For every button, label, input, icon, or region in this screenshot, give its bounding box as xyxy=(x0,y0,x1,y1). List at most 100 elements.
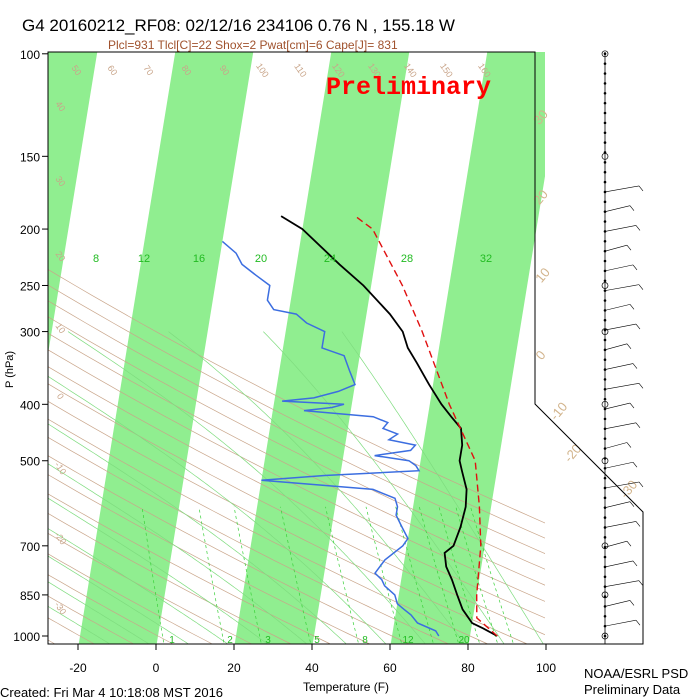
temperature-tick-label: 100 xyxy=(536,661,556,675)
wind-barb xyxy=(604,461,634,469)
wind-barb-flag xyxy=(626,244,632,251)
mixing-ratio-line xyxy=(325,506,360,644)
mixing-ratio-label: 3 xyxy=(265,635,271,646)
wind-barb-flag xyxy=(638,284,644,290)
dry-adiabat-line xyxy=(48,316,545,570)
pressure-tick-label: 700 xyxy=(20,540,40,554)
mixing-ratio-label: 12 xyxy=(138,253,150,265)
moist-adiabat-line xyxy=(48,528,229,644)
moist-adiabat-line xyxy=(48,605,111,644)
credit-label: NOAA/ESRL PSD xyxy=(584,666,688,681)
wind-barb-station xyxy=(603,348,607,352)
preliminary-watermark: Preliminary xyxy=(326,73,491,102)
wind-barb-station xyxy=(603,328,607,332)
sounding-traces xyxy=(221,215,498,637)
wind-barb-flag xyxy=(632,363,638,369)
moist-adiabat-line xyxy=(48,463,308,644)
temperature-tick-label: -20 xyxy=(69,661,87,675)
wind-barb-station xyxy=(603,536,607,539)
wind-level-marker xyxy=(601,632,609,640)
isotherm-band xyxy=(78,52,254,644)
wind-barb-station xyxy=(603,318,607,322)
isotherm-band xyxy=(48,52,98,355)
wind-barb xyxy=(604,264,634,272)
wind-barb-station xyxy=(603,72,607,75)
x-axis-label: Temperature (F) xyxy=(303,680,389,694)
preliminary-data-label: Preliminary Data xyxy=(584,682,681,697)
dry-adiabat-label: 20 xyxy=(53,249,67,263)
mixing-ratio-label: 2 xyxy=(227,635,233,646)
mixing-ratio-label: 20 xyxy=(255,253,267,265)
mixing-ratio-label: 32 xyxy=(480,253,492,265)
mixing-ratio-line xyxy=(455,506,499,644)
wind-barb-flag xyxy=(638,383,644,389)
wind-barb-flag xyxy=(635,521,641,527)
temperature-tick-label: 80 xyxy=(461,661,475,675)
wind-barb-flag xyxy=(626,541,632,547)
wind-barb xyxy=(604,442,628,449)
wind-barb-station xyxy=(603,506,607,510)
wind-level-marker xyxy=(601,50,609,58)
mixing-ratio-line xyxy=(418,506,460,644)
wind-barb xyxy=(604,501,631,509)
parcel-line xyxy=(354,215,498,637)
wind-barb-flag xyxy=(629,402,635,409)
dry-adiabat-line xyxy=(48,269,545,524)
dry-adiabat-line xyxy=(48,595,135,644)
pressure-tick-label: 500 xyxy=(20,455,40,469)
isotherm-band xyxy=(546,41,700,649)
wind-barb-flag xyxy=(629,501,635,507)
wind-barb xyxy=(604,422,637,430)
wind-barb-flag xyxy=(632,560,638,567)
wind-barb-station xyxy=(603,309,607,312)
wind-barb-flag xyxy=(635,323,641,330)
wind-barb-flag xyxy=(629,304,635,310)
wind-barb-station xyxy=(603,200,607,204)
dry-adiabat-label: 30 xyxy=(53,174,67,188)
moist-adiabat-line xyxy=(168,331,466,644)
pressure-tick-label: 400 xyxy=(20,398,40,412)
wind-barb-station xyxy=(603,358,607,362)
created-timestamp: Created: Fri Mar 4 10:18:08 MST 2016 xyxy=(0,685,223,700)
wind-level-marker xyxy=(601,457,609,465)
wind-level-marker xyxy=(601,282,609,289)
mixing-ratio-label: 16 xyxy=(193,253,205,265)
mixing-ratio-line xyxy=(280,506,312,644)
wind-barb xyxy=(604,205,631,212)
wind-barb-station xyxy=(603,170,607,174)
mixing-ratio-line xyxy=(438,506,481,644)
temperature-tick-label: 0 xyxy=(153,661,160,675)
wind-barb-station xyxy=(603,476,607,480)
wind-barb-station xyxy=(603,486,607,490)
mixing-ratio-label: 20 xyxy=(458,635,470,646)
wind-barb-station xyxy=(603,299,607,302)
pressure-tick-label: 300 xyxy=(20,326,40,340)
wind-level-marker xyxy=(601,542,609,550)
wind-barb-station xyxy=(603,101,607,105)
moist-adiabat-line xyxy=(48,497,268,644)
wind-barb-station xyxy=(603,111,607,115)
wind-level-marker xyxy=(601,328,609,335)
wind-barb-flag xyxy=(632,462,638,468)
pressure-tick-label: 1000 xyxy=(13,630,40,644)
dewpoint-line xyxy=(221,240,440,637)
wind-barb-station xyxy=(603,259,607,263)
wind-barb xyxy=(604,619,637,627)
dry-adiabat-line xyxy=(48,455,410,644)
wind-barb-station xyxy=(603,368,607,371)
wind-barb-station xyxy=(603,239,607,243)
wind-barb-station xyxy=(603,634,607,638)
mixing-ratio-label: 12 xyxy=(402,635,414,646)
wind-barb xyxy=(604,244,628,252)
wind-barb-station xyxy=(603,279,607,283)
dry-adiabat-label: 80 xyxy=(179,63,193,77)
wind-barb-flag xyxy=(629,205,635,211)
wind-barb xyxy=(604,383,640,390)
dry-adiabat-label: 90 xyxy=(217,63,231,77)
mixing-ratio-label: 1 xyxy=(169,635,175,646)
mixing-ratio-line xyxy=(198,506,225,644)
moist-adiabat-line xyxy=(48,375,387,644)
dry-adiabat-line xyxy=(48,512,292,644)
wind-level-marker xyxy=(601,591,609,599)
